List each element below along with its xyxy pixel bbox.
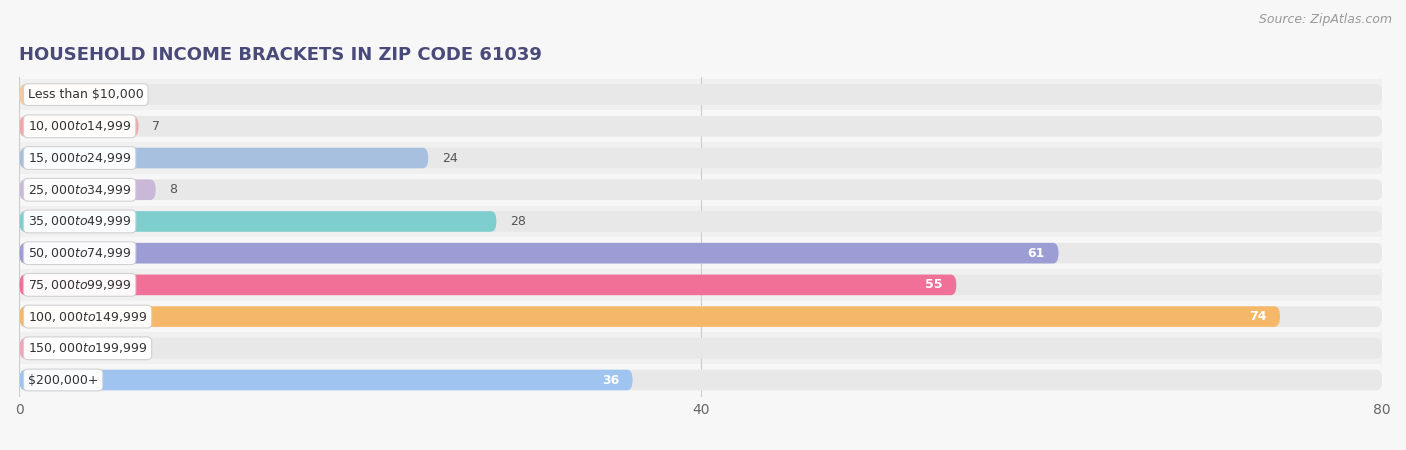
Text: $15,000 to $24,999: $15,000 to $24,999 (28, 151, 131, 165)
FancyBboxPatch shape (20, 274, 1382, 295)
Text: $150,000 to $199,999: $150,000 to $199,999 (28, 341, 148, 356)
FancyBboxPatch shape (20, 243, 1059, 263)
FancyBboxPatch shape (20, 370, 1382, 390)
FancyBboxPatch shape (20, 338, 37, 359)
FancyBboxPatch shape (20, 116, 139, 137)
Text: 1: 1 (51, 342, 58, 355)
FancyBboxPatch shape (20, 306, 1279, 327)
FancyBboxPatch shape (0, 364, 1406, 396)
Text: Less than $10,000: Less than $10,000 (28, 88, 143, 101)
FancyBboxPatch shape (0, 269, 1406, 301)
FancyBboxPatch shape (20, 211, 1382, 232)
FancyBboxPatch shape (0, 301, 1406, 333)
FancyBboxPatch shape (20, 370, 633, 390)
FancyBboxPatch shape (0, 110, 1406, 142)
FancyBboxPatch shape (20, 306, 1382, 327)
Text: $35,000 to $49,999: $35,000 to $49,999 (28, 215, 131, 229)
Text: $75,000 to $99,999: $75,000 to $99,999 (28, 278, 131, 292)
FancyBboxPatch shape (20, 180, 1382, 200)
FancyBboxPatch shape (0, 174, 1406, 206)
FancyBboxPatch shape (20, 116, 1382, 137)
Text: $200,000+: $200,000+ (28, 374, 98, 387)
FancyBboxPatch shape (20, 211, 496, 232)
FancyBboxPatch shape (0, 142, 1406, 174)
FancyBboxPatch shape (0, 333, 1406, 364)
Text: $25,000 to $34,999: $25,000 to $34,999 (28, 183, 131, 197)
Text: 8: 8 (169, 183, 177, 196)
Text: 7: 7 (152, 120, 160, 133)
Text: 6: 6 (135, 88, 143, 101)
FancyBboxPatch shape (20, 243, 1382, 263)
Text: 74: 74 (1249, 310, 1267, 323)
Text: Source: ZipAtlas.com: Source: ZipAtlas.com (1258, 14, 1392, 27)
Text: $10,000 to $14,999: $10,000 to $14,999 (28, 119, 131, 133)
Text: $100,000 to $149,999: $100,000 to $149,999 (28, 310, 148, 324)
Text: 24: 24 (441, 152, 457, 165)
FancyBboxPatch shape (20, 274, 956, 295)
FancyBboxPatch shape (20, 84, 1382, 105)
FancyBboxPatch shape (0, 206, 1406, 237)
FancyBboxPatch shape (20, 84, 121, 105)
Text: 55: 55 (925, 279, 942, 291)
Text: 36: 36 (602, 374, 619, 387)
FancyBboxPatch shape (20, 338, 1382, 359)
Text: $50,000 to $74,999: $50,000 to $74,999 (28, 246, 131, 260)
FancyBboxPatch shape (20, 180, 156, 200)
FancyBboxPatch shape (0, 79, 1406, 110)
FancyBboxPatch shape (20, 148, 429, 168)
Text: HOUSEHOLD INCOME BRACKETS IN ZIP CODE 61039: HOUSEHOLD INCOME BRACKETS IN ZIP CODE 61… (20, 46, 543, 64)
Text: 61: 61 (1028, 247, 1045, 260)
Text: 28: 28 (510, 215, 526, 228)
FancyBboxPatch shape (0, 237, 1406, 269)
FancyBboxPatch shape (20, 148, 1382, 168)
